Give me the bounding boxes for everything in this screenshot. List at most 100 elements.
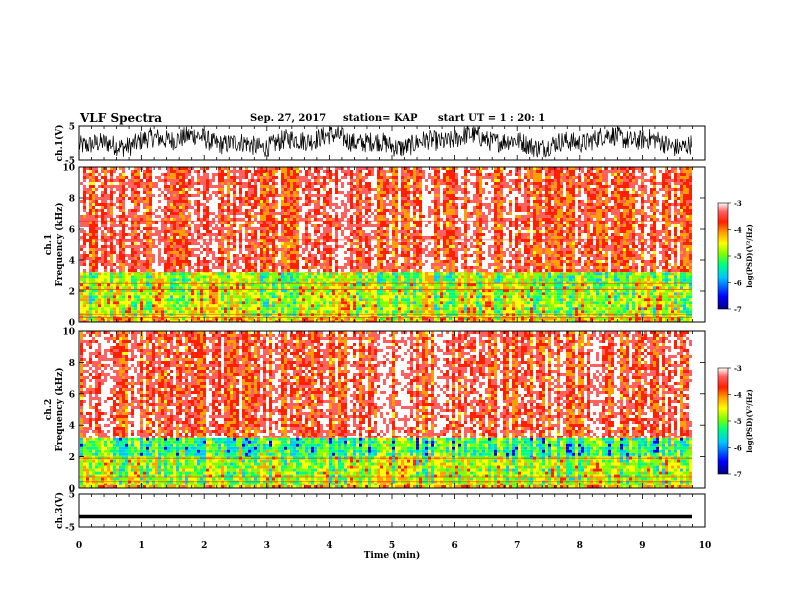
ch1-spectrogram-cell (314, 191, 317, 194)
ch1-spectrogram-cell (314, 203, 317, 206)
ch1-spectrogram-cell (221, 283, 224, 287)
ch1-spectrogram-cell (128, 236, 131, 239)
ch1-spectrogram-cell (152, 263, 155, 266)
ch1-spectrogram-cell (317, 173, 320, 176)
ch1-spectrogram-cell (305, 298, 308, 302)
ch1-spectrogram-cell (122, 281, 125, 284)
ch1-spectrogram-cell (284, 248, 287, 251)
ch1-spectrogram-cell (203, 179, 206, 182)
ch1-spectrogram-cell (197, 224, 200, 227)
ch1-spectrogram-cell (173, 206, 176, 209)
ch1-spectrogram-cell (83, 167, 86, 170)
ch1-spectrogram-cell (251, 245, 254, 248)
ch1-spectrogram-cell (122, 227, 125, 230)
ch1-spectrogram-cell (287, 203, 290, 206)
ch1-spectrogram-cell (137, 248, 140, 251)
ch1-spectrogram-cell (332, 316, 335, 318)
ch1-spectrogram-cell (341, 209, 344, 212)
ch1-spectrogram-cell (263, 173, 266, 176)
ch1-spectrogram-cell (95, 230, 98, 233)
ch1-spectrogram-cell (95, 194, 98, 197)
ch1-spectrogram-cell (182, 170, 185, 173)
ch1-spectrogram-cell (158, 281, 161, 284)
ch1-spectrogram-cell (323, 257, 326, 260)
ch1-spectrogram-cell (221, 260, 224, 263)
ch1-spectrogram-cell (185, 317, 188, 321)
ch1-spectrogram-cell (245, 176, 248, 179)
ch1-spectrogram-cell (149, 173, 152, 176)
ch1-spectrogram-cell (284, 257, 287, 260)
ch1-spectrogram-cell (215, 191, 218, 194)
ch1-spectrogram-cell (263, 239, 266, 242)
ch1-spectrogram-cell (83, 260, 86, 263)
ch1-spectrogram-cell (113, 173, 116, 176)
ch1-spectrogram-cell (281, 310, 284, 314)
ch1-spectrogram-cell (266, 188, 269, 191)
ch1-spectrogram-cell (155, 236, 158, 239)
ch1-spectrogram-cell (257, 257, 260, 260)
ch1-spectrogram-cell (287, 286, 290, 290)
ch1-spectrogram-cell (83, 173, 86, 176)
ch1-spectrogram-cell (146, 310, 149, 314)
ch1-spectrogram-cell (173, 307, 176, 311)
ch1-spectrogram-cell (107, 248, 110, 251)
ch1-spectrogram-cell (128, 218, 131, 221)
ch1-spectrogram-cell (116, 227, 119, 230)
ch1-spectrogram-cell (221, 281, 224, 284)
ch1-spectrogram-cell (80, 263, 83, 266)
ch1-spectrogram-cell (122, 206, 125, 209)
ch1-spectrogram-cell (221, 194, 224, 197)
ch1-spectrogram-cell (149, 167, 152, 170)
ch1-spectrogram-cell (179, 289, 182, 293)
ch1-spectrogram-cell (155, 209, 158, 212)
ch1-spectrogram-cell (122, 307, 125, 311)
ch1-spectrogram-cell (260, 230, 263, 233)
ch1-spectrogram-cell (263, 242, 266, 245)
ch1-spectrogram-cell (239, 316, 242, 318)
ch1-spectrogram-cell (218, 245, 221, 248)
ch1-spectrogram-cell (248, 289, 251, 293)
ch1-spectrogram-cell (305, 224, 308, 227)
ch1-spectrogram-cell (155, 245, 158, 248)
ch1-spectrogram-cell (269, 307, 272, 311)
ch1-spectrogram-cell (137, 212, 140, 215)
ch1-spectrogram-cell (179, 200, 182, 203)
ch1-spectrogram-cell (83, 266, 86, 269)
ch1-spectrogram-cell (266, 304, 269, 308)
ch1-spectrogram-cell (200, 248, 203, 251)
ch1-spectrogram-cell (323, 176, 326, 179)
ch1-spectrogram-cell (218, 286, 221, 290)
ch1-spectrogram-cell (98, 215, 101, 218)
ch1-spectrogram-cell (194, 269, 197, 272)
ch1-spectrogram-cell (170, 221, 173, 224)
ch1-spectrogram-cell (266, 200, 269, 203)
ch1-spectrogram-cell (341, 317, 344, 321)
ch1-spectrogram-cell (230, 278, 233, 282)
ch1-spectrogram-cell (254, 245, 257, 248)
ch1-spectrogram-cell (146, 283, 149, 287)
ch1-spectrogram-cell (203, 212, 206, 215)
ch1-spectrogram-cell (263, 221, 266, 224)
ch1-spectrogram-cell (236, 289, 239, 293)
ch1-spectrogram-cell (278, 251, 281, 254)
ch1-spectrogram-cell (326, 176, 329, 179)
ch1-spectrogram-cell (263, 209, 266, 212)
ch1-spectrogram-cell (290, 286, 293, 290)
ch1-spectrogram-cell (176, 191, 179, 194)
ch1-spectrogram-cell (110, 248, 113, 251)
ch1-spectrogram-cell (197, 266, 200, 269)
ch1-spectrogram-cell (92, 283, 95, 287)
ch1-spectrogram-cell (113, 218, 116, 221)
ch1-spectrogram-cell (311, 283, 314, 287)
ch1-spectrogram-cell (80, 298, 83, 302)
ch1-spectrogram-cell (311, 179, 314, 182)
ch1-spectrogram-cell (122, 283, 125, 287)
ch1-spectrogram-cell (143, 230, 146, 233)
ch1-spectrogram-cell (185, 188, 188, 191)
ch1-spectrogram-cell (248, 307, 251, 311)
ch1-spectrogram-cell (251, 203, 254, 206)
ch1-spectrogram-cell (86, 185, 89, 188)
ch1-spectrogram-cell (305, 215, 308, 218)
ch1-spectrogram-cell (272, 239, 275, 242)
ch1-spectrogram-cell (338, 275, 341, 279)
